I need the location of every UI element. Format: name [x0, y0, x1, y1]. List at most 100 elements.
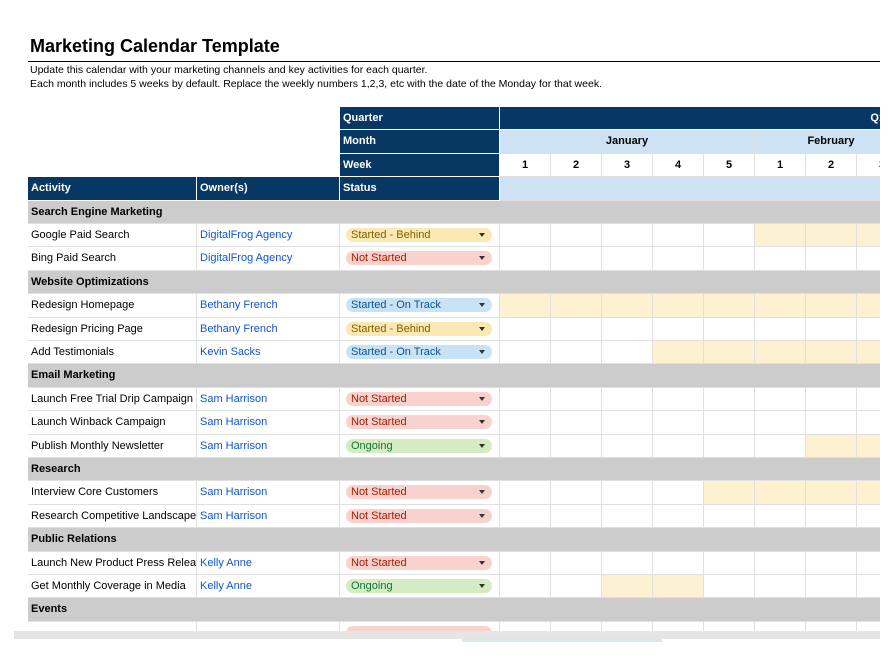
week-number: 4 — [653, 153, 704, 178]
activity: Redesign Homepage — [28, 294, 197, 318]
week-cell — [755, 551, 806, 575]
activity: Launch New Product Press Release — [28, 551, 197, 575]
dropdown-arrow — [479, 396, 485, 401]
dropdown-arrow — [479, 443, 485, 448]
activity: Get Monthly Coverage in Media — [28, 575, 197, 599]
title-rule — [28, 61, 880, 62]
week-cell — [551, 434, 602, 458]
week-cell — [806, 411, 857, 435]
week-cell — [551, 621, 602, 632]
week-cell — [857, 341, 880, 365]
owner — [197, 621, 340, 632]
week-cell — [653, 341, 704, 365]
week-cell — [551, 481, 602, 505]
status-dropdown[interactable]: Not Started — [346, 251, 492, 266]
week-cell — [602, 411, 653, 435]
week-cell — [551, 341, 602, 365]
week-cell — [755, 504, 806, 529]
owner: Bethany French — [197, 294, 340, 318]
week-cell — [704, 387, 755, 412]
calendar-grid: QuarterQ1MonthWeekJanuary12345February12… — [28, 107, 880, 632]
week-number: 1 — [500, 153, 551, 178]
week-cell — [602, 551, 653, 575]
scrollbar-thumb[interactable] — [462, 639, 662, 642]
status-dropdown[interactable]: Not Started — [346, 391, 492, 406]
month-cell: January — [500, 130, 755, 154]
activity: Launch Winback Campaign — [28, 411, 197, 435]
owner: Sam Harrison — [197, 434, 340, 458]
week-cell — [500, 317, 551, 341]
status-cell: Started - On Track — [340, 341, 500, 365]
status-dropdown[interactable]: Started - On Track — [346, 345, 492, 359]
description: Each month includes 5 weeks by default. … — [30, 78, 602, 90]
week-cell — [704, 434, 755, 458]
week-cell — [704, 317, 755, 341]
status-dropdown[interactable] — [346, 625, 492, 632]
activity: Publish Monthly Newsletter — [28, 434, 197, 458]
status-dropdown[interactable]: Started - Behind — [346, 228, 492, 242]
week-cell — [602, 621, 653, 632]
week-cell — [500, 481, 551, 505]
status-dropdown[interactable]: Started - On Track — [346, 298, 492, 313]
week-cell — [755, 575, 806, 599]
status-dropdown[interactable]: Ongoing — [346, 579, 492, 593]
week-cell — [806, 504, 857, 529]
status-dropdown[interactable]: Not Started — [346, 508, 492, 523]
week-cell — [857, 552, 880, 575]
status-cell: Not Started — [340, 411, 500, 435]
week-cell — [500, 434, 551, 458]
dropdown-arrow — [479, 256, 485, 261]
activity: Redesign Pricing Page — [28, 317, 197, 341]
week-cell — [551, 224, 602, 248]
week-cell — [704, 504, 755, 529]
column-header: Activity — [28, 177, 197, 201]
week-cell — [653, 411, 704, 435]
dropdown-arrow — [479, 513, 485, 518]
week-cell — [806, 434, 857, 458]
status-dropdown[interactable]: Started - Behind — [346, 321, 492, 336]
status-cell: Not Started — [340, 504, 500, 529]
week-cell — [857, 481, 880, 505]
owner: Kelly Anne — [197, 575, 340, 599]
activity — [28, 621, 197, 632]
week-cell — [653, 621, 704, 632]
description: Update this calendar with your marketing… — [30, 64, 428, 76]
week-cell — [806, 247, 857, 271]
week-cell — [602, 504, 653, 529]
week-cell — [500, 411, 551, 435]
week-cell — [704, 411, 755, 435]
week-cell — [857, 388, 880, 412]
owner: DigitalFrog Agency — [197, 247, 340, 271]
activity: Launch Free Trial Drip Campaign — [28, 387, 197, 412]
week-cell — [500, 575, 551, 599]
section-header: Research — [28, 458, 880, 482]
status-dropdown[interactable]: Ongoing — [346, 438, 492, 453]
week-cell — [755, 411, 806, 435]
week-number: 1 — [755, 153, 806, 178]
week-cell — [653, 504, 704, 529]
week-cell — [857, 224, 880, 248]
activity: Research Competitive Landscape — [28, 504, 197, 529]
owner: Kevin Sacks — [197, 341, 340, 365]
week-cell — [602, 317, 653, 341]
week-cell — [551, 551, 602, 575]
week-cell — [755, 294, 806, 318]
week-cell — [806, 317, 857, 341]
status-dropdown[interactable]: Not Started — [346, 485, 492, 500]
status-dropdown[interactable]: Not Started — [346, 555, 492, 570]
week-cell — [653, 317, 704, 341]
week-cell — [755, 481, 806, 505]
owner: Bethany French — [197, 317, 340, 341]
status-dropdown[interactable]: Not Started — [346, 415, 492, 430]
week-cell — [551, 317, 602, 341]
week-cell — [500, 551, 551, 575]
week-cell — [551, 387, 602, 412]
week-cell — [653, 387, 704, 412]
week-cell — [653, 481, 704, 505]
week-cell — [755, 621, 806, 632]
dropdown-arrow — [479, 303, 485, 308]
week-cell — [704, 247, 755, 271]
week-cell — [653, 575, 704, 599]
week-cell — [551, 575, 602, 599]
week-cell — [653, 294, 704, 318]
